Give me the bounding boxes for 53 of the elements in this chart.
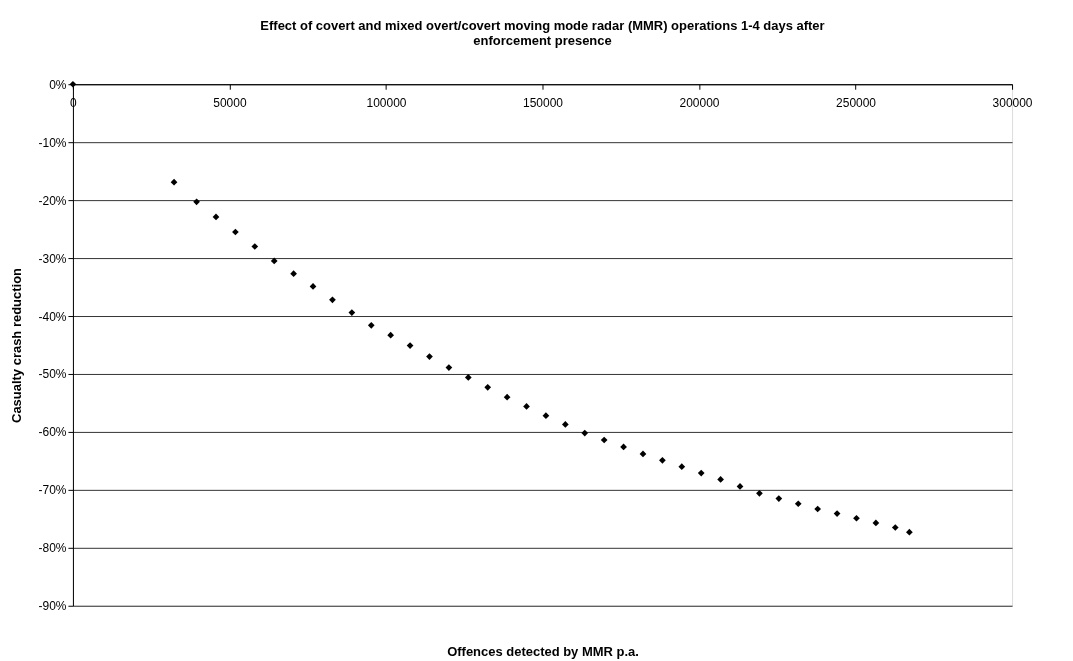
point <box>387 331 395 339</box>
point <box>426 353 433 360</box>
point <box>464 374 472 381</box>
point <box>484 383 492 391</box>
y-tick-label: -60% <box>38 425 67 440</box>
x-tick-label: 100000 <box>366 95 407 110</box>
point <box>445 364 453 371</box>
point <box>697 469 705 477</box>
y-tick-label: -80% <box>38 541 67 556</box>
point <box>503 393 511 401</box>
point <box>872 519 880 527</box>
point <box>270 257 278 265</box>
x-tick-label: 200000 <box>679 95 720 110</box>
point <box>581 429 589 437</box>
x-tick-label: 250000 <box>836 95 877 110</box>
point <box>794 500 802 508</box>
point <box>853 514 860 522</box>
point <box>329 296 336 304</box>
point <box>193 198 200 206</box>
chart-title: Effect of covert and mixed overt/covert moving mode radar (MMR) operations 1-4 days after enforcement presence <box>260 18 825 49</box>
point <box>659 456 666 464</box>
point <box>639 450 647 458</box>
point <box>891 524 899 531</box>
point <box>833 510 841 517</box>
point <box>562 421 569 428</box>
y-tick-label: -10% <box>38 135 67 150</box>
point <box>523 403 530 410</box>
y-axis-title: Casualty crash reduction <box>9 267 25 423</box>
point <box>542 412 550 420</box>
y-tick-label: -90% <box>38 599 67 614</box>
point <box>906 528 913 536</box>
point <box>717 476 724 483</box>
point <box>290 270 297 278</box>
point <box>367 321 375 329</box>
point <box>251 243 259 250</box>
y-tick-label: -30% <box>38 251 67 266</box>
point <box>678 463 686 471</box>
y-tick-label: -50% <box>38 367 67 382</box>
y-tick-label: 0% <box>49 77 67 92</box>
y-tick-label: -70% <box>38 483 67 498</box>
x-axis-title: Offences detected by MMR p.a. <box>447 644 639 660</box>
point <box>348 309 356 316</box>
x-tick-label: 300000 <box>992 95 1033 110</box>
x-tick-label: 50000 <box>213 95 247 110</box>
x-tick-label: 150000 <box>523 95 564 110</box>
point <box>756 489 763 497</box>
y-tick-label: -40% <box>38 309 67 324</box>
point <box>775 495 783 502</box>
point <box>600 436 608 444</box>
point <box>814 505 822 513</box>
point <box>212 213 220 221</box>
point <box>170 178 178 186</box>
y-tick-label: -20% <box>38 193 67 208</box>
